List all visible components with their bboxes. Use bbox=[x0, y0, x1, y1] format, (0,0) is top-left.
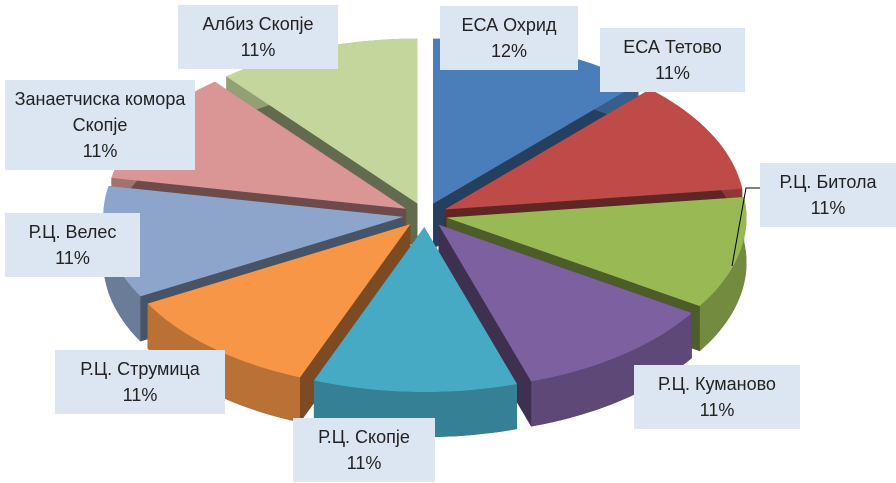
label-category: ЕСА Охрид bbox=[461, 15, 557, 35]
data-label: Албиз Скопје 11% bbox=[178, 5, 338, 69]
data-label: Р.Ц. Куманово 11% bbox=[634, 365, 800, 429]
label-value: 12% bbox=[490, 41, 528, 61]
label-value: 11% bbox=[699, 400, 735, 420]
label-category: ЕСА Тетово bbox=[623, 37, 722, 57]
slice bbox=[446, 197, 747, 307]
data-label: Р.Ц. Струмица 11% bbox=[55, 350, 225, 414]
leader-line bbox=[731, 187, 760, 267]
slice bbox=[433, 38, 639, 204]
label-category: Р.Ц. Струмица bbox=[80, 359, 200, 379]
label-value: 11% bbox=[240, 40, 276, 60]
slice-wall bbox=[699, 197, 747, 352]
data-label: ЕСА Охрид 12% bbox=[440, 6, 578, 70]
label-category: Албиз Скопје bbox=[202, 14, 314, 34]
label-category: Р.Ц. Скопје bbox=[318, 427, 410, 447]
label-value: 11% bbox=[82, 141, 118, 161]
label-value: 11% bbox=[810, 198, 846, 218]
data-label: Р.Ц. Скопје 11% bbox=[293, 418, 435, 482]
slice bbox=[444, 89, 743, 210]
label-category: Р.Ц. Куманово bbox=[658, 374, 776, 394]
data-label: ЕСА Тетово 11% bbox=[600, 28, 745, 92]
label-value: 11% bbox=[55, 248, 90, 268]
slice bbox=[103, 186, 404, 297]
slice bbox=[438, 224, 692, 382]
label-category: Р.Ц. Битола bbox=[779, 172, 877, 192]
label-category: Р.Ц. Велес bbox=[28, 222, 117, 242]
slice bbox=[147, 224, 411, 378]
data-label: Р.Ц. Битола 11% bbox=[760, 163, 896, 227]
slice-wall bbox=[103, 186, 141, 342]
slice-wall bbox=[531, 313, 692, 427]
label-value: 11% bbox=[655, 63, 690, 83]
data-label: Р.Ц. Велес 11% bbox=[5, 213, 140, 277]
data-label: Занаетчиска комора Скопје 11% bbox=[5, 80, 195, 170]
label-category: Занаетчиска комора Скопје bbox=[14, 89, 186, 135]
label-value: 11% bbox=[346, 453, 382, 473]
slice bbox=[313, 227, 517, 393]
slice bbox=[226, 38, 418, 204]
label-value: 11% bbox=[122, 385, 158, 405]
